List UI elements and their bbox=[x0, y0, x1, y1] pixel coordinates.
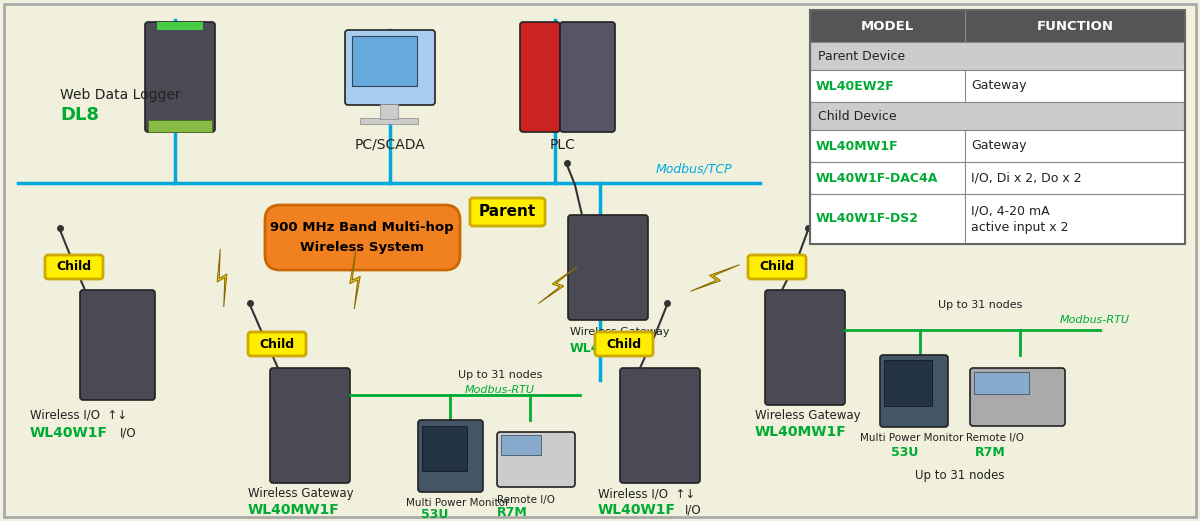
Text: Up to 31 nodes: Up to 31 nodes bbox=[938, 300, 1022, 310]
Bar bbox=[148, 120, 212, 132]
Text: Gateway: Gateway bbox=[971, 80, 1026, 93]
Bar bbox=[810, 130, 1186, 162]
Bar bbox=[352, 36, 418, 86]
Text: Gateway: Gateway bbox=[971, 140, 1026, 153]
Text: WL40W1F-DS2: WL40W1F-DS2 bbox=[816, 213, 919, 226]
Text: Parent: Parent bbox=[479, 205, 536, 219]
Bar bbox=[810, 70, 1186, 102]
Text: Child: Child bbox=[56, 260, 91, 274]
Bar bbox=[157, 22, 203, 30]
Text: Modbus-RTU: Modbus-RTU bbox=[1060, 315, 1130, 325]
Text: 53U: 53U bbox=[421, 507, 449, 520]
Polygon shape bbox=[539, 267, 577, 303]
FancyBboxPatch shape bbox=[270, 368, 350, 483]
FancyBboxPatch shape bbox=[248, 332, 306, 356]
Text: Wireless I/O  ↑↓: Wireless I/O ↑↓ bbox=[30, 408, 127, 421]
FancyBboxPatch shape bbox=[346, 30, 436, 105]
FancyBboxPatch shape bbox=[46, 255, 103, 279]
Text: WL40MW1F: WL40MW1F bbox=[248, 503, 340, 517]
Polygon shape bbox=[217, 249, 227, 307]
Text: 53U: 53U bbox=[892, 445, 919, 458]
Text: Parent Device: Parent Device bbox=[818, 49, 905, 63]
Text: WL40EW2F: WL40EW2F bbox=[570, 341, 649, 354]
Text: R7M: R7M bbox=[497, 505, 528, 518]
FancyBboxPatch shape bbox=[80, 290, 155, 400]
Text: I/O, Di x 2, Do x 2: I/O, Di x 2, Do x 2 bbox=[971, 171, 1081, 184]
Text: PC/SCADA: PC/SCADA bbox=[355, 138, 425, 152]
Text: I/O: I/O bbox=[120, 427, 137, 440]
Text: Wireless I/O  ↑↓: Wireless I/O ↑↓ bbox=[598, 488, 695, 501]
FancyBboxPatch shape bbox=[418, 420, 482, 492]
FancyBboxPatch shape bbox=[766, 290, 845, 405]
Text: I/O: I/O bbox=[685, 503, 702, 516]
Text: Remote I/O: Remote I/O bbox=[497, 495, 554, 505]
FancyBboxPatch shape bbox=[145, 22, 215, 132]
Text: PLC: PLC bbox=[550, 138, 576, 152]
Text: Modbus/TCP: Modbus/TCP bbox=[656, 162, 733, 175]
Text: R7M: R7M bbox=[974, 445, 1006, 458]
Bar bbox=[502, 435, 541, 455]
Text: 900 MHz Band Multi-hop: 900 MHz Band Multi-hop bbox=[270, 221, 454, 234]
FancyBboxPatch shape bbox=[560, 22, 616, 132]
Bar bbox=[884, 360, 932, 406]
Text: Web Data Logger: Web Data Logger bbox=[60, 88, 181, 102]
Bar bbox=[810, 10, 1186, 42]
FancyBboxPatch shape bbox=[595, 332, 653, 356]
Text: Remote I/O: Remote I/O bbox=[966, 433, 1024, 443]
Bar bbox=[810, 42, 1186, 70]
Bar bbox=[974, 372, 1030, 394]
FancyBboxPatch shape bbox=[497, 432, 575, 487]
Text: Child: Child bbox=[259, 338, 294, 351]
Text: WL40MW1F: WL40MW1F bbox=[816, 140, 899, 153]
FancyBboxPatch shape bbox=[620, 368, 700, 483]
Text: Wireless Gateway: Wireless Gateway bbox=[570, 327, 670, 337]
FancyBboxPatch shape bbox=[520, 22, 560, 132]
Polygon shape bbox=[349, 251, 360, 309]
Text: active input x 2: active input x 2 bbox=[971, 221, 1068, 234]
Bar bbox=[810, 102, 1186, 130]
Text: DL8: DL8 bbox=[60, 106, 98, 124]
FancyBboxPatch shape bbox=[970, 368, 1066, 426]
Bar bbox=[380, 104, 398, 119]
Text: Multi Power Monitor: Multi Power Monitor bbox=[406, 498, 509, 508]
Text: FUNCTION: FUNCTION bbox=[1037, 19, 1114, 32]
Text: Child: Child bbox=[760, 260, 794, 274]
Bar bbox=[810, 10, 1186, 244]
FancyBboxPatch shape bbox=[880, 355, 948, 427]
Text: I/O, 4-20 mA: I/O, 4-20 mA bbox=[971, 205, 1050, 217]
Text: WL40MW1F: WL40MW1F bbox=[755, 425, 847, 439]
Text: WL40EW2F: WL40EW2F bbox=[816, 80, 895, 93]
Text: Multi Power Monitor: Multi Power Monitor bbox=[860, 433, 964, 443]
Text: Wireless Gateway: Wireless Gateway bbox=[248, 488, 354, 501]
Bar bbox=[422, 426, 467, 471]
Text: WL40W1F: WL40W1F bbox=[598, 503, 676, 517]
Text: WL40W1F: WL40W1F bbox=[30, 426, 108, 440]
Text: Up to 31 nodes: Up to 31 nodes bbox=[458, 370, 542, 380]
FancyBboxPatch shape bbox=[470, 198, 545, 226]
Bar bbox=[810, 194, 1186, 244]
Text: Child: Child bbox=[606, 338, 642, 351]
Text: Modbus-RTU: Modbus-RTU bbox=[466, 385, 535, 395]
FancyBboxPatch shape bbox=[748, 255, 806, 279]
Bar bbox=[810, 162, 1186, 194]
Polygon shape bbox=[690, 265, 739, 291]
Text: Wireless System: Wireless System bbox=[300, 242, 424, 254]
Text: Child Device: Child Device bbox=[818, 109, 896, 122]
FancyBboxPatch shape bbox=[568, 215, 648, 320]
Bar bbox=[360, 118, 418, 124]
Text: MODEL: MODEL bbox=[860, 19, 914, 32]
Text: Up to 31 nodes: Up to 31 nodes bbox=[916, 468, 1004, 481]
FancyBboxPatch shape bbox=[265, 205, 460, 270]
Text: Wireless Gateway: Wireless Gateway bbox=[755, 408, 860, 421]
Text: WL40W1F-DAC4A: WL40W1F-DAC4A bbox=[816, 171, 938, 184]
